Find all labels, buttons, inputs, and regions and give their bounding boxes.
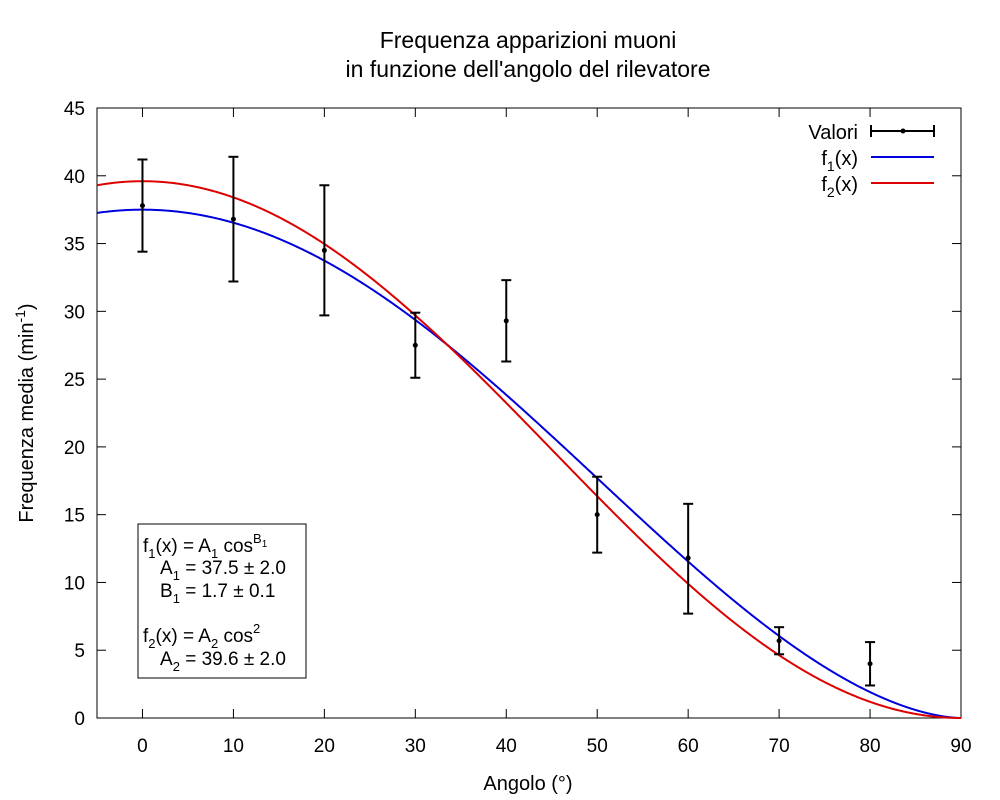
chart-title-line1: Frequenza apparizioni muoni bbox=[380, 27, 677, 53]
data-point bbox=[501, 279, 512, 363]
x-tick-label: 80 bbox=[859, 736, 880, 757]
data-point bbox=[592, 475, 603, 554]
x-axis-label: Angolo (°) bbox=[483, 773, 572, 795]
y-tick-label: 45 bbox=[64, 99, 85, 120]
fit-annotation-box: f1(x) = A1 cosB1 A1 = 37.5 ± 2.0 B1 = 1.… bbox=[137, 523, 307, 679]
x-tick-label: 0 bbox=[137, 736, 148, 757]
point-marker bbox=[321, 247, 327, 253]
legend-label-f1: f1(x) bbox=[821, 148, 858, 174]
point-marker bbox=[776, 638, 782, 644]
y-tick-label: 10 bbox=[64, 573, 85, 594]
chart-title-line2: in funzione dell'angolo del rilevatore bbox=[346, 56, 711, 82]
annotation-f2-equation: f2(x) = A2 cos2 bbox=[143, 621, 260, 651]
data-point bbox=[228, 155, 239, 283]
x-tick-label: 20 bbox=[314, 736, 335, 757]
data-point bbox=[319, 184, 330, 317]
y-tick-label: 15 bbox=[64, 506, 85, 527]
data-point bbox=[137, 158, 148, 253]
y-tick-label: 20 bbox=[64, 438, 85, 459]
x-tick-label: 10 bbox=[223, 736, 244, 757]
annotation-A2: A2 = 39.6 ± 2.0 bbox=[160, 649, 286, 674]
plot-frame bbox=[96, 107, 962, 719]
legend-marker-valori bbox=[870, 125, 935, 137]
annotation-B1: B1 = 1.7 ± 0.1 bbox=[160, 581, 275, 606]
point-marker bbox=[685, 555, 691, 561]
y-tick-label: 30 bbox=[64, 302, 85, 323]
x-tick-label: 90 bbox=[950, 736, 971, 757]
y-axis-label: Frequenza media (min-1) bbox=[12, 303, 38, 522]
y-axis: 0 5 10 15 20 25 30 35 40 45 bbox=[64, 99, 961, 730]
data-point bbox=[865, 641, 876, 687]
annotation-A1: A1 = 37.5 ± 2.0 bbox=[160, 558, 286, 583]
y-tick-label: 0 bbox=[74, 709, 85, 730]
fit-curve-f1 bbox=[96, 208, 962, 719]
data-point bbox=[774, 626, 785, 656]
plot-area bbox=[96, 155, 962, 719]
x-tick-label: 60 bbox=[678, 736, 699, 757]
point-marker bbox=[594, 512, 600, 518]
x-tick-label: 70 bbox=[769, 736, 790, 757]
x-axis: 0 10 20 30 40 50 60 70 80 90 bbox=[137, 108, 972, 757]
y-tick-label: 40 bbox=[64, 167, 85, 188]
data-point bbox=[410, 311, 421, 379]
data-point bbox=[683, 502, 694, 615]
annotation-f1-equation: f1(x) = A1 cosB1 bbox=[143, 531, 268, 561]
y-tick-label: 5 bbox=[74, 641, 85, 662]
x-tick-label: 30 bbox=[405, 736, 426, 757]
point-marker bbox=[139, 203, 145, 209]
y-tick-label: 35 bbox=[64, 235, 85, 256]
legend-label-f2: f2(x) bbox=[821, 174, 858, 200]
x-tick-label: 50 bbox=[587, 736, 608, 757]
point-marker bbox=[867, 661, 873, 667]
y-tick-label: 25 bbox=[64, 370, 85, 391]
x-tick-label: 40 bbox=[496, 736, 517, 757]
fit-curve-f2 bbox=[96, 180, 961, 719]
point-marker bbox=[503, 318, 509, 324]
legend-label-valori: Valori bbox=[808, 122, 858, 144]
point-marker bbox=[412, 342, 418, 348]
legend: Valori f1(x) f2(x) bbox=[808, 122, 935, 200]
point-marker bbox=[230, 216, 236, 222]
